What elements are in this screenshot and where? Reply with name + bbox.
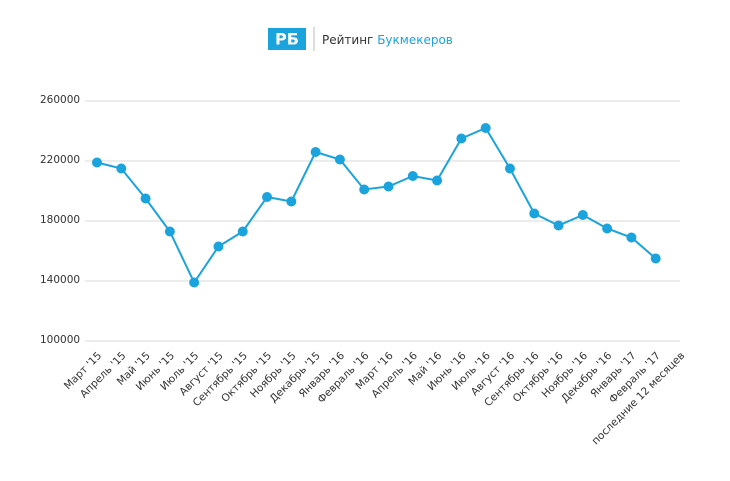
point — [626, 232, 637, 243]
y-tick-label: 140000 — [40, 274, 80, 286]
point — [92, 157, 102, 168]
point — [553, 220, 564, 231]
point — [237, 226, 248, 237]
y-tick-label: 100000 — [40, 334, 80, 346]
point — [334, 154, 345, 165]
line — [96, 126, 657, 285]
point — [456, 133, 467, 144]
point — [286, 196, 297, 207]
brand-dark: Рейтинг — [322, 33, 373, 47]
point — [164, 226, 175, 237]
point — [359, 184, 370, 195]
point — [432, 175, 443, 186]
point — [650, 253, 661, 264]
point — [140, 193, 151, 204]
point — [213, 241, 224, 252]
point — [116, 163, 127, 174]
brand-name: Рейтинг Букмекеров — [322, 33, 453, 47]
logo-text: РБ — [275, 30, 299, 49]
point — [504, 163, 515, 174]
point — [189, 277, 200, 288]
point — [577, 210, 588, 220]
brand-blue: Букмекеров — [377, 33, 453, 47]
point — [310, 147, 321, 157]
y-tick-label: 180000 — [40, 214, 80, 226]
point — [383, 181, 394, 192]
point — [407, 171, 418, 181]
y-tick-label: 260000 — [40, 94, 80, 106]
logo-box — [268, 28, 306, 50]
point — [602, 223, 613, 234]
y-tick-label: 220000 — [40, 154, 80, 166]
point — [480, 123, 491, 133]
point — [529, 208, 540, 219]
point — [262, 192, 273, 202]
